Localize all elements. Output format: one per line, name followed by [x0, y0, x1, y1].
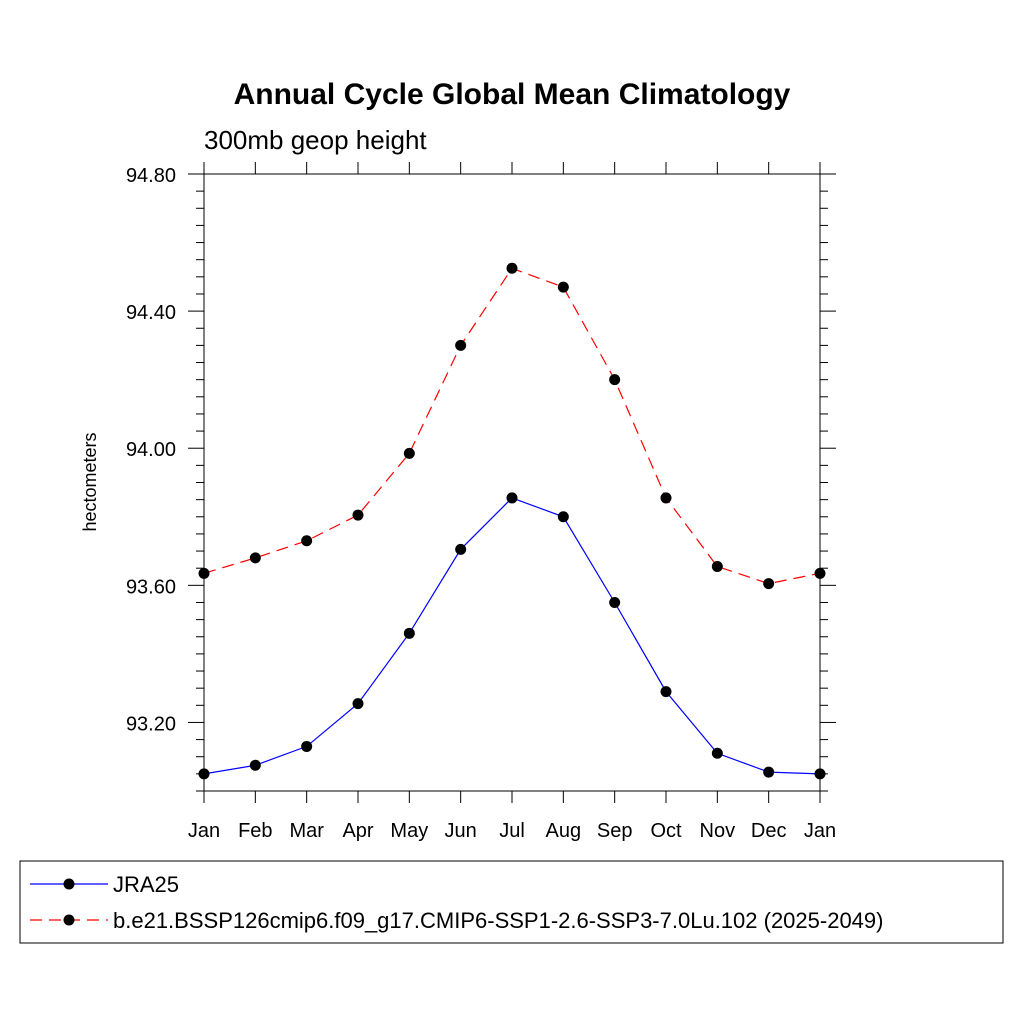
- y-tick-label: 94.80: [126, 165, 176, 187]
- y-tick-label: 93.20: [126, 713, 176, 735]
- data-point: [455, 543, 467, 555]
- data-point: [506, 492, 518, 504]
- data-point: [506, 262, 518, 274]
- data-point: [198, 567, 210, 579]
- data-point: [711, 560, 723, 572]
- data-point: [609, 374, 621, 386]
- y-tick-label: 93.60: [126, 576, 176, 598]
- legend-box: [19, 860, 1004, 944]
- x-tick-label: Jul: [499, 820, 525, 842]
- y-axis-ticks: 93.20 93.60 94.00 94.40 94.80: [126, 165, 836, 792]
- series-layer: [198, 262, 826, 780]
- data-point: [403, 627, 415, 639]
- x-axis-ticks: Jan Feb Mar Apr May Jun Jul Aug Sep Oct Nov Dec Jan: [188, 162, 836, 842]
- data-point: [814, 567, 826, 579]
- x-tick-label: May: [390, 820, 428, 842]
- x-tick-label: Jan: [804, 820, 836, 842]
- data-point: [301, 740, 313, 752]
- x-tick-label: Jan: [188, 820, 220, 842]
- y-axis-label: hectometers: [80, 432, 100, 531]
- data-point: [660, 686, 672, 698]
- x-tick-label: Feb: [238, 820, 272, 842]
- data-point: [557, 511, 569, 523]
- legend-marker: [63, 914, 75, 926]
- legend-label: JRA25: [113, 872, 179, 897]
- data-point: [301, 535, 313, 547]
- data-point: [763, 766, 775, 778]
- x-tick-label: Nov: [700, 820, 736, 842]
- data-point: [403, 447, 415, 459]
- data-point: [763, 578, 775, 590]
- chart-subtitle: 300mb geop height: [204, 125, 427, 155]
- x-tick-label: Jun: [445, 820, 477, 842]
- data-point: [814, 768, 826, 780]
- y-tick-label: 94.40: [126, 302, 176, 324]
- data-point: [711, 747, 723, 759]
- legend: JRA25 b.e21.BSSP126cmip6.f09_g17.CMIP6-SS…: [30, 872, 883, 933]
- legend-marker: [63, 878, 75, 890]
- data-point: [249, 759, 261, 771]
- data-point: [455, 339, 467, 351]
- series-line: [203, 267, 821, 585]
- chart-title: Annual Cycle Global Mean Climatology: [234, 78, 791, 111]
- data-point: [660, 492, 672, 504]
- y-tick-label: 94.00: [126, 439, 176, 461]
- x-tick-label: Dec: [751, 820, 787, 842]
- x-tick-label: Oct: [650, 820, 682, 842]
- x-tick-label: Apr: [342, 820, 373, 842]
- data-point: [609, 596, 621, 608]
- data-point: [198, 768, 210, 780]
- x-tick-label: Sep: [597, 820, 633, 842]
- series-line: [203, 497, 821, 775]
- legend-label: b.e21.BSSP126cmip6.f09_g17.CMIP6-SSP1-2.…: [113, 908, 883, 933]
- data-point: [352, 509, 364, 521]
- data-point: [352, 698, 364, 710]
- x-tick-label: Mar: [289, 820, 324, 842]
- data-point: [249, 552, 261, 564]
- x-tick-label: Aug: [546, 820, 582, 842]
- data-point: [557, 281, 569, 293]
